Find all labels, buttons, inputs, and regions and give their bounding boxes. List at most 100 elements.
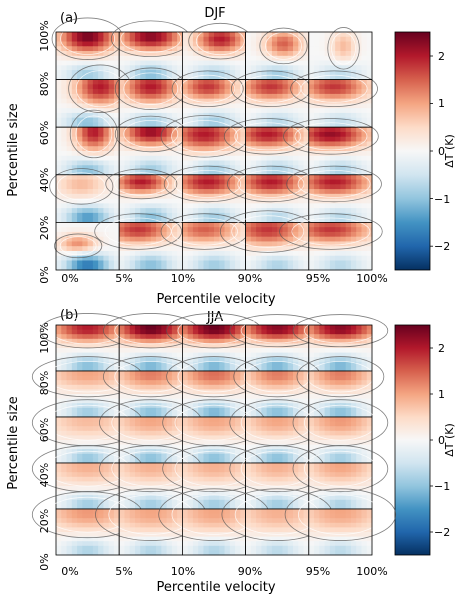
heatmap-pixel bbox=[298, 98, 304, 104]
heatmap-pixel bbox=[103, 458, 110, 464]
panel-b-xtick-0: 0% bbox=[61, 565, 78, 578]
heatmap-pixel bbox=[198, 174, 204, 180]
heatmap-pixel bbox=[198, 265, 204, 271]
heatmap-pixel bbox=[177, 394, 183, 399]
heatmap-pixel bbox=[224, 131, 231, 138]
heatmap-pixel bbox=[271, 108, 278, 114]
heatmap-pixel bbox=[250, 352, 257, 358]
heatmap-pixel bbox=[350, 412, 357, 418]
heatmap-pixel bbox=[345, 255, 352, 261]
heatmap-pixel bbox=[177, 325, 183, 330]
heatmap-pixel bbox=[329, 366, 336, 372]
heatmap-pixel bbox=[229, 260, 236, 266]
heatmap-pixel bbox=[156, 74, 162, 80]
heatmap-pixel bbox=[108, 338, 115, 344]
heatmap-pixel bbox=[308, 65, 315, 71]
heatmap-pixel bbox=[219, 417, 225, 422]
heatmap-pixel bbox=[150, 184, 157, 190]
heatmap-pixel bbox=[182, 108, 189, 114]
heatmap-pixel bbox=[277, 141, 283, 147]
heatmap-pixel bbox=[314, 160, 320, 166]
heatmap-pixel bbox=[240, 421, 246, 427]
heatmap-pixel bbox=[108, 255, 115, 261]
heatmap-pixel bbox=[103, 98, 110, 104]
heatmap-pixel bbox=[256, 352, 262, 358]
heatmap-pixel bbox=[182, 89, 189, 95]
heatmap-pixel bbox=[103, 112, 110, 119]
heatmap-pixel bbox=[214, 440, 220, 445]
heatmap-pixel bbox=[187, 74, 194, 80]
heatmap-pixel bbox=[129, 348, 136, 353]
heatmap-pixel bbox=[177, 146, 183, 152]
heatmap-pixel bbox=[156, 165, 162, 171]
heatmap-pixel bbox=[208, 146, 215, 152]
heatmap-pixel bbox=[245, 265, 252, 271]
heatmap-pixel bbox=[277, 357, 283, 363]
heatmap-pixel bbox=[356, 417, 362, 422]
heatmap-pixel bbox=[266, 227, 273, 233]
heatmap-pixel bbox=[361, 108, 368, 114]
heatmap-pixel bbox=[245, 189, 252, 195]
heatmap-pixel bbox=[245, 348, 252, 353]
heatmap-pixel bbox=[182, 122, 189, 128]
heatmap-pixel bbox=[245, 170, 252, 176]
heatmap-pixel bbox=[166, 55, 173, 61]
heatmap-pixel bbox=[303, 98, 310, 104]
heatmap-pixel bbox=[187, 122, 194, 128]
heatmap-pixel bbox=[340, 98, 347, 104]
heatmap-pixel bbox=[182, 36, 189, 42]
heatmap-pixel bbox=[293, 98, 299, 104]
heatmap-pixel bbox=[198, 136, 204, 142]
heatmap-pixel bbox=[66, 343, 73, 349]
heatmap-pixel bbox=[156, 343, 162, 349]
heatmap-pixel bbox=[161, 41, 167, 47]
heatmap-pixel bbox=[208, 417, 215, 422]
heatmap-pixel bbox=[361, 334, 368, 340]
heatmap-pixel bbox=[287, 426, 294, 432]
heatmap-pixel bbox=[98, 74, 104, 80]
heatmap-pixel bbox=[356, 208, 362, 214]
heatmap-pixel bbox=[77, 361, 83, 367]
heatmap-pixel bbox=[224, 174, 231, 180]
heatmap-pixel bbox=[161, 112, 167, 119]
heatmap-pixel bbox=[182, 170, 189, 176]
heatmap-pixel bbox=[66, 203, 73, 209]
heatmap-pixel bbox=[282, 103, 289, 109]
heatmap-pixel bbox=[66, 380, 73, 386]
heatmap-pixel bbox=[203, 70, 210, 76]
heatmap-pixel bbox=[245, 74, 252, 80]
heatmap-pixel bbox=[177, 444, 183, 450]
heatmap-pixel bbox=[113, 146, 120, 152]
heatmap-pixel bbox=[82, 246, 88, 252]
heatmap-pixel bbox=[140, 227, 146, 233]
heatmap-pixel bbox=[366, 348, 373, 353]
heatmap-pixel bbox=[156, 127, 162, 133]
heatmap-pixel bbox=[356, 241, 362, 247]
heatmap-pixel bbox=[71, 70, 78, 76]
heatmap-pixel bbox=[366, 46, 373, 52]
heatmap-pixel bbox=[345, 112, 352, 119]
heatmap-pixel bbox=[71, 155, 78, 161]
heatmap-pixel bbox=[250, 348, 257, 353]
heatmap-pixel bbox=[277, 179, 283, 185]
heatmap-pixel bbox=[356, 36, 362, 42]
heatmap-pixel bbox=[282, 84, 289, 90]
heatmap-pixel bbox=[87, 343, 94, 349]
heatmap-pixel bbox=[203, 250, 210, 257]
heatmap-pixel bbox=[161, 127, 167, 133]
heatmap-pixel bbox=[277, 348, 283, 353]
heatmap-pixel bbox=[56, 398, 62, 404]
heatmap-pixel bbox=[198, 380, 204, 386]
heatmap-pixel bbox=[266, 174, 273, 180]
heatmap-pixel bbox=[177, 103, 183, 109]
heatmap-pixel bbox=[192, 250, 199, 257]
heatmap-pixel bbox=[245, 231, 252, 238]
heatmap-pixel bbox=[261, 141, 268, 147]
heatmap-pixel bbox=[356, 352, 362, 358]
heatmap-pixel bbox=[192, 212, 199, 219]
heatmap-pixel bbox=[245, 55, 252, 61]
heatmap-pixel bbox=[298, 160, 304, 166]
heatmap-pixel bbox=[229, 357, 236, 363]
panel-b-xtick-5: 5% bbox=[115, 565, 132, 578]
heatmap-pixel bbox=[308, 212, 315, 219]
